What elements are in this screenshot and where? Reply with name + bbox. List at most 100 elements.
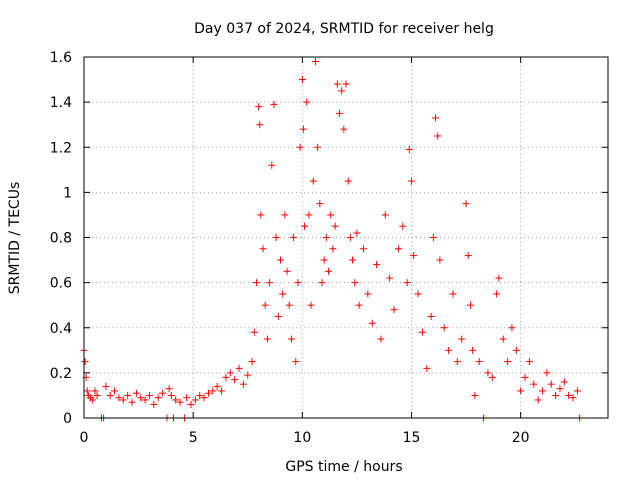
data-point xyxy=(296,143,304,151)
data-point xyxy=(340,125,348,133)
data-point xyxy=(351,279,359,287)
data-point xyxy=(322,234,330,241)
data-point xyxy=(299,125,307,133)
data-point xyxy=(196,391,204,399)
y-tick-label: 0 xyxy=(63,411,72,427)
data-point xyxy=(213,382,221,390)
y-tick-label: 1 xyxy=(63,185,72,201)
data-point xyxy=(399,222,407,230)
data-point xyxy=(327,211,335,219)
data-point xyxy=(290,234,298,241)
data-point xyxy=(309,177,317,185)
data-point xyxy=(344,177,352,185)
data-point xyxy=(266,279,274,287)
data-point xyxy=(154,394,162,402)
data-point xyxy=(377,335,385,343)
data-point xyxy=(466,301,474,309)
x-tick-label: 0 xyxy=(80,430,89,446)
data-point xyxy=(311,58,319,66)
data-point xyxy=(484,369,492,377)
data-point xyxy=(408,177,415,185)
y-tick-label: 0.6 xyxy=(50,276,72,292)
data-point xyxy=(209,387,217,395)
data-point xyxy=(263,335,271,343)
data-point xyxy=(565,391,573,399)
data-point xyxy=(239,380,247,388)
x-tick-label: 20 xyxy=(512,430,530,446)
data-point xyxy=(301,222,309,230)
data-point xyxy=(83,387,91,395)
data-point xyxy=(462,200,470,208)
data-point xyxy=(403,279,411,287)
y-tick-label: 1.6 xyxy=(50,50,72,66)
data-point xyxy=(556,385,564,393)
data-point xyxy=(346,234,354,241)
data-point xyxy=(338,87,346,95)
data-point xyxy=(119,396,127,404)
data-point xyxy=(115,394,123,402)
data-point xyxy=(427,312,435,320)
data-point xyxy=(534,396,542,404)
data-point xyxy=(294,279,302,287)
data-point xyxy=(218,387,226,395)
data-point xyxy=(573,387,581,395)
data-point xyxy=(414,290,422,298)
y-axis-label: SRMTID / TECUs xyxy=(7,182,23,295)
data-point xyxy=(325,267,333,275)
data-point xyxy=(386,274,394,282)
data-point xyxy=(159,389,167,397)
data-point xyxy=(81,358,89,366)
data-point xyxy=(410,252,418,260)
data-point xyxy=(320,256,328,264)
data-point xyxy=(329,245,337,253)
data-point xyxy=(272,234,280,241)
data-point xyxy=(111,387,119,395)
data-point xyxy=(449,290,457,298)
data-point xyxy=(342,80,350,88)
data-point xyxy=(252,279,260,287)
data-point xyxy=(256,121,264,129)
data-point xyxy=(349,256,357,264)
data-point xyxy=(132,389,140,397)
data-point xyxy=(405,146,413,154)
data-point xyxy=(141,396,149,404)
data-point xyxy=(560,378,568,386)
data-point xyxy=(176,398,184,406)
data-point xyxy=(172,396,180,404)
data-point xyxy=(305,211,313,219)
data-point xyxy=(281,211,289,219)
data-point xyxy=(165,385,173,393)
data-point xyxy=(226,369,234,377)
data-point xyxy=(353,229,361,237)
data-point xyxy=(259,245,267,253)
data-point xyxy=(307,301,315,309)
data-point xyxy=(504,358,512,366)
data-points xyxy=(80,58,584,422)
y-tick-label: 0.4 xyxy=(50,321,72,337)
y-tick-label: 1.2 xyxy=(50,140,72,156)
data-point xyxy=(471,391,479,399)
data-point xyxy=(93,391,101,399)
data-point xyxy=(287,335,295,343)
data-point xyxy=(204,389,212,397)
data-point xyxy=(512,346,520,354)
data-point xyxy=(231,376,239,384)
data-point xyxy=(316,200,324,208)
data-point xyxy=(331,222,339,230)
data-point xyxy=(248,358,256,366)
data-point xyxy=(355,301,363,309)
data-point xyxy=(257,211,265,219)
data-point xyxy=(333,80,341,88)
data-point xyxy=(318,279,326,287)
x-tick-label: 5 xyxy=(189,430,198,446)
data-point xyxy=(128,398,136,406)
axis-ticks: 0 5 10 15 20 0 0.2 0.4 0.6 0.8 1 1.2 1.4 1.6 xyxy=(50,50,608,446)
data-point xyxy=(458,335,466,343)
data-point xyxy=(373,261,381,269)
data-point xyxy=(493,290,501,298)
data-point xyxy=(525,358,533,366)
y-tick-label: 0.8 xyxy=(50,231,72,247)
data-point xyxy=(475,358,483,366)
data-point xyxy=(499,335,507,343)
